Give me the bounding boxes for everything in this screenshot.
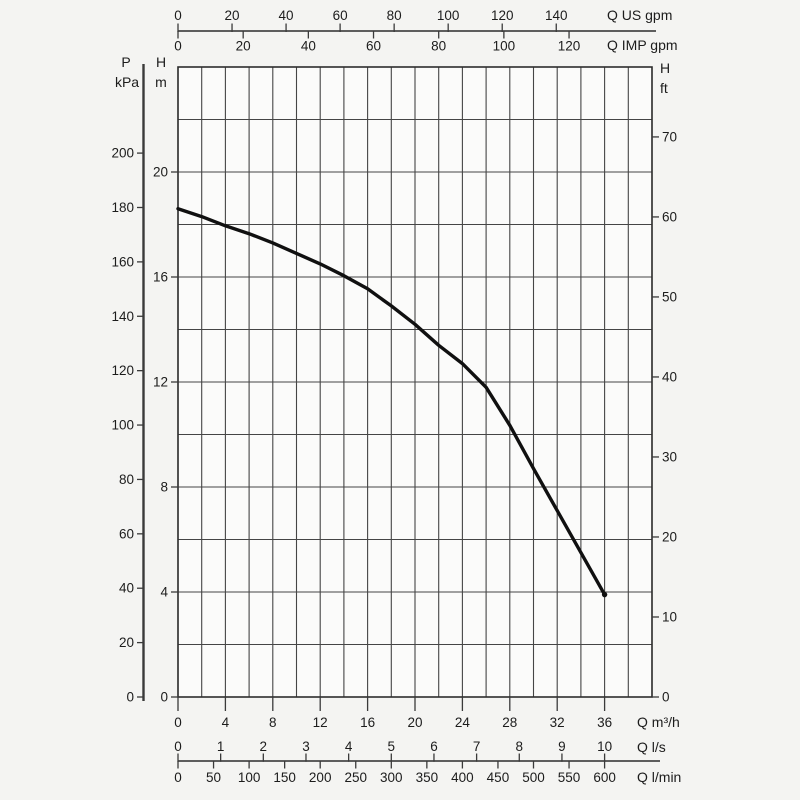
tick-label-q-ls: 2: [260, 739, 268, 754]
tick-label-q-lmin: 350: [416, 770, 439, 785]
axis-top: 0 20 40 60 80 100 120 140 Q US gpm 0 20 40 60 80 100 12…: [174, 7, 677, 54]
curve-end-dot: [601, 591, 608, 598]
axis-title-kpa: kPa: [115, 74, 139, 90]
tick-label-q-lmin: 500: [522, 770, 545, 785]
tick-label-h-m: 12: [153, 375, 168, 390]
tick-label-q-us: 120: [491, 8, 514, 23]
axis-title-q-imp-gpm: Q IMP gpm: [607, 37, 678, 53]
tick-label-q-ls: 3: [302, 739, 310, 754]
tick-label-h-ft: 30: [662, 449, 677, 464]
axis-q-lmin: 0 50 100 150 200 250 300 350 400 450 500 550 600 Q l/…: [174, 761, 681, 785]
tick-label-q-ls: 7: [473, 739, 481, 754]
tick-label-q-lmin: 100: [238, 770, 261, 785]
tick-label-q-m3h: 28: [502, 715, 517, 730]
tick-label-q-imp: 80: [431, 39, 446, 54]
tick-label-p-kpa: 60: [119, 526, 134, 541]
tick-label-q-imp: 120: [558, 39, 581, 54]
tick-label-p-kpa: 80: [119, 472, 134, 487]
tick-label-q-lmin: 0: [174, 770, 182, 785]
tick-label-q-imp: 100: [493, 39, 516, 54]
tick-label-p-kpa: 120: [111, 363, 134, 378]
tick-label-q-lmin: 450: [487, 770, 510, 785]
axis-title-m: m: [155, 74, 167, 90]
axis-q-m3h: 0 4 8 12 16 20 24 28 32 36 Q m³/h: [174, 697, 680, 730]
tick-label-q-ls: 10: [597, 739, 612, 754]
tick-label-q-ls: 8: [516, 739, 524, 754]
tick-label-q-imp: 0: [174, 39, 182, 54]
tick-label-q-lmin: 50: [206, 770, 221, 785]
tick-label-q-ls: 0: [174, 739, 182, 754]
tick-label-q-m3h: 16: [360, 715, 375, 730]
tick-label-q-m3h: 32: [550, 715, 565, 730]
tick-label-q-ls: 1: [217, 739, 225, 754]
tick-label-q-m3h: 24: [455, 715, 471, 730]
tick-label-q-m3h: 20: [407, 715, 422, 730]
tick-label-h-ft: 20: [662, 529, 677, 544]
axis-q-ls: 0 1 2 3 4 5 6 7 8 9 10 Q l/s: [174, 739, 666, 762]
tick-label-p-kpa: 20: [119, 635, 134, 650]
tick-label-q-m3h: 36: [597, 715, 612, 730]
tick-label-q-us: 60: [333, 8, 348, 23]
tick-label-p-kpa: 180: [111, 200, 134, 215]
tick-label-q-lmin: 250: [344, 770, 367, 785]
tick-label-h-ft: 10: [662, 609, 677, 624]
tick-label-q-m3h: 4: [222, 715, 230, 730]
axis-title-p: P: [121, 54, 130, 70]
axis-q-imp-gpm: 0 20 40 60 80 100 120 Q IMP gpm: [174, 31, 678, 54]
tick-label-p-kpa: 40: [119, 581, 134, 596]
tick-label-h-m: 20: [153, 165, 168, 180]
head-capacity-curve: [176, 206, 607, 597]
tick-label-h-ft: 50: [662, 289, 677, 304]
tick-label-q-us: 40: [279, 8, 294, 23]
tick-label-q-lmin: 600: [593, 770, 616, 785]
tick-label-q-lmin: 150: [273, 770, 296, 785]
axis-title-q-us-gpm: Q US gpm: [607, 7, 672, 23]
tick-label-p-kpa: 160: [111, 254, 134, 269]
tick-label-q-ls: 9: [558, 739, 566, 754]
grid-lines: [177, 66, 653, 698]
tick-label-q-lmin: 550: [558, 770, 581, 785]
axis-h-ft: 0 10 20 30 40 50 60 70 Hft: [652, 60, 677, 705]
tick-label-q-ls: 5: [388, 739, 396, 754]
tick-label-p-kpa: 140: [111, 309, 134, 324]
axis-title-q-m3h: Q m³/h: [637, 714, 680, 730]
tick-label-q-imp: 60: [366, 39, 381, 54]
tick-label-q-lmin: 200: [309, 770, 332, 785]
tick-label-q-ls: 4: [345, 739, 353, 754]
tick-label-q-lmin: 400: [451, 770, 474, 785]
tick-label-q-us: 0: [174, 8, 182, 23]
tick-label-h-ft: 0: [662, 690, 670, 705]
tick-label-q-m3h: 0: [174, 715, 182, 730]
tick-label-q-us: 100: [437, 8, 460, 23]
tick-label-h-m: 0: [160, 690, 168, 705]
tick-label-p-kpa: 0: [126, 690, 134, 705]
tick-label-q-ls: 6: [430, 739, 438, 754]
tick-label-q-us: 140: [545, 8, 568, 23]
tick-label-q-us: 20: [225, 8, 240, 23]
axis-q-us-gpm: 0 20 40 60 80 100 120 140 Q US gpm: [174, 7, 672, 32]
tick-label-p-kpa: 200: [111, 146, 134, 161]
tick-label-q-imp: 20: [236, 39, 251, 54]
tick-label-q-us: 80: [387, 8, 402, 23]
tick-label-h-ft: 60: [662, 209, 677, 224]
tick-label-h-ft: 70: [662, 129, 677, 144]
tick-label-h-ft: 40: [662, 369, 677, 384]
axis-title-q-ls: Q l/s: [637, 739, 666, 755]
axis-title-q-lmin: Q l/min: [637, 769, 681, 785]
axis-title-h-right: H: [660, 60, 670, 76]
axis-title-ft: ft: [660, 80, 668, 96]
tick-label-q-m3h: 12: [313, 715, 328, 730]
axis-title-h-left: H: [156, 54, 166, 70]
tick-label-q-m3h: 8: [269, 715, 277, 730]
tick-label-q-imp: 40: [301, 39, 316, 54]
tick-label-h-m: 4: [160, 585, 168, 600]
axis-h-m: 0 4 8 12 16 20 Hm: [153, 54, 179, 705]
tick-label-q-lmin: 300: [380, 770, 403, 785]
tick-label-h-m: 16: [153, 270, 168, 285]
tick-label-h-m: 8: [160, 480, 168, 495]
tick-label-p-kpa: 100: [111, 418, 134, 433]
